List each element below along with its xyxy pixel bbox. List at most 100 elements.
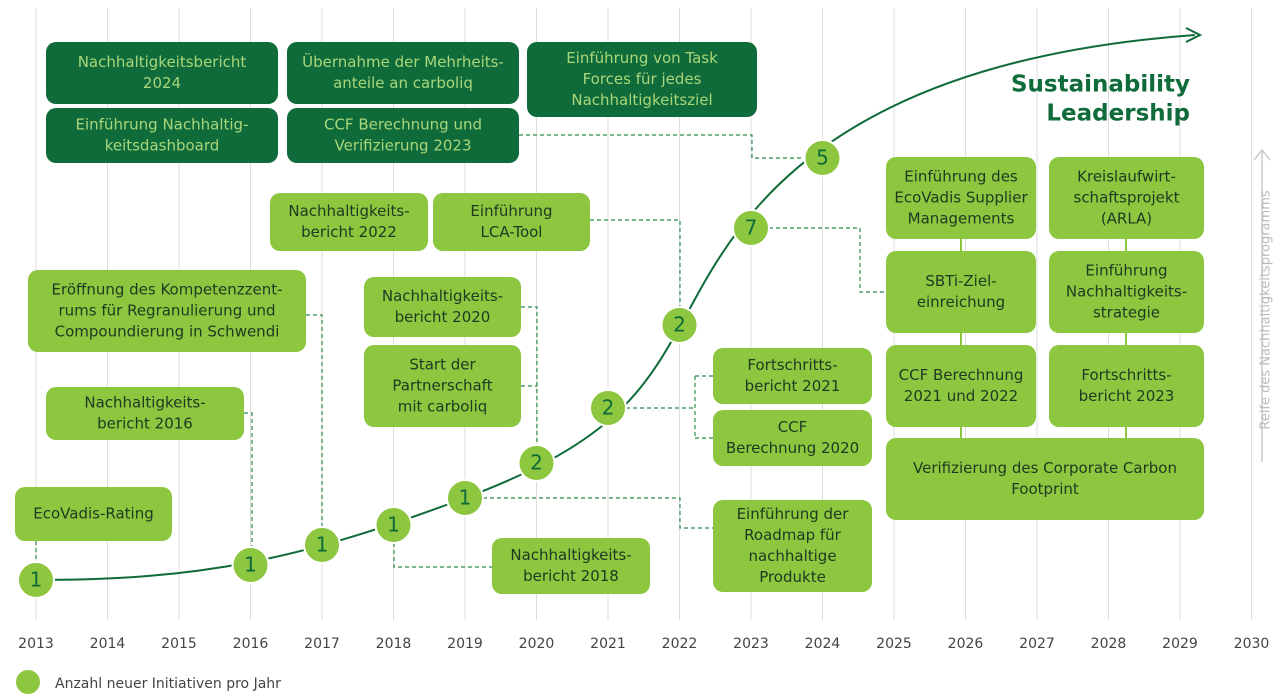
milestone-text: Fortschritts-: [747, 356, 837, 374]
milestone-text: Forces für jedes: [583, 70, 702, 88]
milestone-text: Nachhaltigkeitsbericht: [78, 53, 247, 71]
count-label: 1: [244, 553, 257, 577]
milestone-box: [364, 345, 521, 427]
milestone-text: Verifizierung 2023: [334, 137, 471, 155]
milestone-text: Compoundierung in Schwendi: [55, 323, 280, 341]
milestone-box: [1049, 251, 1204, 333]
year-label: 2016: [233, 636, 269, 652]
milestone-text: Managements: [908, 210, 1015, 228]
year-label: 2015: [161, 636, 197, 652]
initiative-count: [446, 479, 484, 517]
title: Sustainability: [1011, 72, 1190, 98]
milestone-box: [46, 42, 278, 104]
milestone-box: [886, 157, 1036, 239]
milestone-text: Einführung von Task: [566, 49, 718, 67]
milestone-text: Start der: [409, 356, 476, 374]
milestone-text: CCF: [778, 418, 808, 436]
milestone-text: Nachhaltigkeits-: [1066, 283, 1187, 301]
initiative-count: [231, 546, 270, 584]
milestone-text: Einführung: [470, 202, 552, 220]
initiative-count: [803, 139, 842, 177]
year-label: 2026: [948, 636, 984, 652]
milestone-text: rums für Regranulierung und: [58, 302, 275, 320]
milestone-box: [287, 108, 519, 163]
milestone-box: [527, 42, 757, 117]
milestone-text: Nachhaltigkeitsziel: [571, 91, 712, 109]
milestone-text: bericht 2018: [523, 567, 619, 585]
count-label: 2: [673, 313, 686, 337]
milestone-text: Footprint: [1011, 480, 1079, 498]
initiative-count: [303, 526, 341, 564]
milestone-box: [433, 193, 590, 251]
milestone-box: [886, 438, 1204, 520]
year-label: 2027: [1019, 636, 1055, 652]
milestone-box: [492, 538, 650, 594]
milestone-text: Partnerschaft: [392, 377, 492, 395]
milestone-text: 2021 und 2022: [904, 387, 1018, 405]
count-label: 1: [459, 486, 472, 510]
arrow-head: [1185, 27, 1203, 43]
connectors: [35, 134, 886, 568]
count-label: 5: [816, 146, 829, 170]
milestone-text: SBTi-Ziel-: [925, 272, 996, 290]
count-label: 7: [745, 216, 758, 240]
initiative-count: [517, 444, 556, 482]
milestone-box: [46, 387, 244, 440]
year-label: 2021: [590, 636, 626, 652]
milestone-text: Nachhaltigkeits-: [510, 546, 631, 564]
milestone-text: CCF Berechnung und: [324, 116, 482, 134]
milestone-box: [270, 193, 428, 251]
milestone-text: Nachhaltigkeits-: [84, 394, 205, 412]
year-label: 2028: [1091, 636, 1127, 652]
milestone-text: EcoVadis Supplier: [894, 189, 1028, 207]
milestone-text: mit carboliq: [398, 398, 488, 416]
initiative-count: [374, 506, 413, 544]
milestone-box: [364, 277, 521, 337]
milestone-text: Kreislaufwirt-: [1077, 168, 1176, 186]
year-label: 2023: [733, 636, 769, 652]
year-label: 2019: [447, 636, 483, 652]
milestone-text: anteile an carboliq: [333, 74, 473, 92]
maturity-arrow: [1253, 148, 1271, 462]
initiative-count: [589, 389, 627, 427]
milestone-text: Fortschritts-: [1081, 366, 1171, 384]
year-label: 2030: [1234, 636, 1270, 652]
milestone-text: Eröffnung des Kompetenzzent-: [52, 281, 283, 299]
milestone-text: Übernahme der Mehrheits-: [302, 52, 504, 71]
milestone-box: [1049, 345, 1204, 427]
count-label: 1: [30, 568, 43, 592]
milestone-box: [287, 42, 519, 104]
year-label: 2014: [90, 636, 126, 652]
year-label: 2022: [662, 636, 698, 652]
milestone-text: bericht 2020: [395, 308, 491, 326]
milestone-text: schaftsprojekt: [1074, 189, 1180, 207]
milestone-box: [886, 251, 1036, 333]
axis-label: Reife des Nachhaltigkeitsprogramms: [1259, 190, 1274, 429]
milestone-box: [46, 108, 278, 163]
milestone-box: [713, 348, 872, 404]
year-label: 2024: [805, 636, 841, 652]
title: Leadership: [1046, 101, 1190, 127]
milestone-box: [886, 345, 1036, 427]
milestone-text: LCA-Tool: [481, 223, 543, 241]
milestone-text: Nachhaltigkeits-: [382, 287, 503, 305]
milestone-box: [713, 500, 872, 592]
milestone-text: Einführung des: [904, 168, 1018, 186]
milestone-text: (ARLA): [1101, 210, 1152, 228]
milestone-text: CCF Berechnung: [899, 366, 1024, 384]
milestone-text: Einführung der: [737, 505, 850, 523]
legend-swatch: [16, 670, 40, 694]
initiative-count: [732, 209, 770, 247]
milestone-text: keitsdashboard: [105, 137, 220, 155]
milestone-text: bericht 2022: [301, 223, 397, 241]
milestone-text: EcoVadis-Rating: [33, 505, 153, 523]
milestone-text: einreichung: [917, 293, 1005, 311]
initiative-count: [17, 561, 55, 599]
year-label: 2020: [519, 636, 555, 652]
year-label: 2018: [376, 636, 412, 652]
initiative-count: [660, 306, 699, 344]
milestone-text: bericht 2023: [1079, 387, 1175, 405]
milestone-text: nachhaltige: [748, 547, 836, 565]
milestone-box: [1049, 157, 1204, 239]
count-label: 2: [602, 396, 615, 420]
